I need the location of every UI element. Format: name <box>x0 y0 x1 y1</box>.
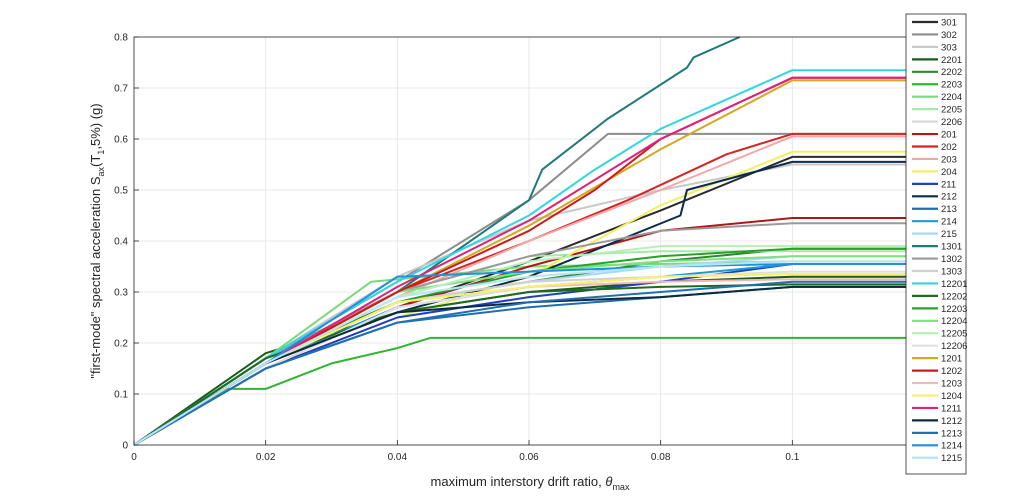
y-axis-ticks: 0 0.1 0.2 0.3 0.4 0.5 0.6 0.7 0.8 <box>114 33 139 452</box>
y-axis-label: "first-mode" spectral acceleration Sax(T… <box>88 103 106 378</box>
legend-label-12205: 12205 <box>941 329 967 340</box>
legend-label-2201: 2201 <box>941 55 962 66</box>
x-axis-label-text: maximum interstory drift ratio, <box>431 474 606 489</box>
x-tick-label: 0.04 <box>388 452 408 463</box>
x-axis-ticks: 0 0.02 0.04 0.06 0.08 0.1 <box>131 440 800 463</box>
y-tick-label: 0.4 <box>114 237 128 248</box>
x-tick-label: 0.1 <box>785 452 799 463</box>
legend-label-203: 203 <box>941 154 957 165</box>
legend-label-204: 204 <box>941 167 957 178</box>
series-line-12201 <box>133 69 924 446</box>
legend-label-12202: 12202 <box>941 291 967 302</box>
legend-label-2202: 2202 <box>941 67 962 78</box>
legend-label-1302: 1302 <box>941 254 962 265</box>
legend-label-2203: 2203 <box>941 80 962 91</box>
y-tick-label: 0.2 <box>114 339 128 350</box>
legend-label-1214: 1214 <box>941 441 962 452</box>
legend-box <box>905 13 967 475</box>
legend: 3013023032201220222032204220522062012022… <box>905 13 967 475</box>
legend-label-1212: 1212 <box>941 416 962 427</box>
legend-label-212: 212 <box>941 192 957 203</box>
legend-label-12201: 12201 <box>941 279 967 290</box>
x-tick-label: 0 <box>131 452 137 463</box>
y-tick-label: 0.6 <box>114 135 128 146</box>
series-line-12202 <box>133 283 924 446</box>
legend-label-1215: 1215 <box>941 453 962 464</box>
legend-label-211: 211 <box>941 179 956 190</box>
legend-label-202: 202 <box>941 142 957 153</box>
y-tick-label: 0.1 <box>114 390 128 401</box>
legend-label-1213: 1213 <box>941 428 962 439</box>
series-line-1215 <box>133 260 924 446</box>
legend-label-301: 301 <box>941 17 957 28</box>
legend-label-1203: 1203 <box>941 378 962 389</box>
legend-label-1301: 1301 <box>941 242 962 253</box>
legend-label-213: 213 <box>941 204 957 215</box>
legend-label-214: 214 <box>941 217 957 228</box>
legend-label-201: 201 <box>941 129 957 140</box>
series-line-2203 <box>133 336 924 446</box>
legend-label-2205: 2205 <box>941 105 962 116</box>
legend-label-1204: 1204 <box>941 391 962 402</box>
legend-label-215: 215 <box>941 229 957 240</box>
legend-label-1303: 1303 <box>941 266 962 277</box>
y-tick-label: 0.3 <box>114 288 128 299</box>
series-layer <box>133 36 924 446</box>
series-line-1213 <box>133 280 924 446</box>
legend-label-2204: 2204 <box>941 92 962 103</box>
legend-label-2206: 2206 <box>941 117 962 128</box>
legend-label-12206: 12206 <box>941 341 967 352</box>
legend-label-303: 303 <box>941 42 957 53</box>
x-axis-label-symbol: θ <box>605 474 612 489</box>
legend-label-302: 302 <box>941 30 957 41</box>
x-tick-label: 0.08 <box>651 452 671 463</box>
legend-label-12204: 12204 <box>941 316 967 327</box>
x-tick-label: 0.02 <box>256 452 276 463</box>
legend-label-12203: 12203 <box>941 304 967 315</box>
legend-label-1201: 1201 <box>941 354 962 365</box>
y-tick-label: 0.8 <box>114 33 128 44</box>
x-tick-label: 0.06 <box>519 452 539 463</box>
legend-label-1202: 1202 <box>941 366 962 377</box>
y-tick-label: 0.5 <box>114 186 128 197</box>
x-axis-label-subscript: max <box>612 482 630 492</box>
y-tick-label: 0.7 <box>114 84 128 95</box>
y-tick-label: 0 <box>122 441 128 452</box>
x-axis-label: maximum interstory drift ratio, θmax <box>431 474 630 492</box>
legend-label-1211: 1211 <box>941 403 961 414</box>
